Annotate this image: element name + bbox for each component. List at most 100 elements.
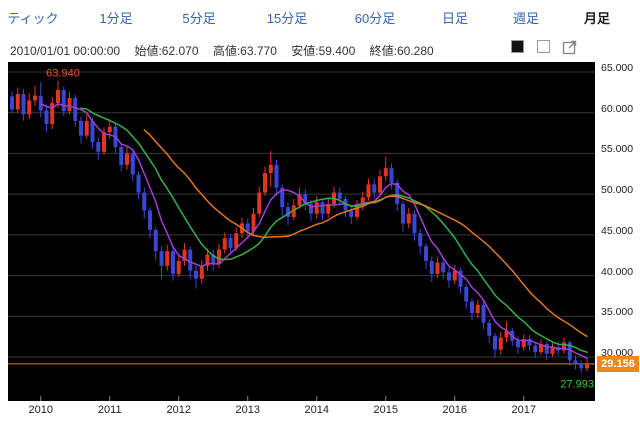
candle-body — [27, 100, 32, 115]
x-axis-label: 2012 — [166, 404, 191, 416]
candle-body — [429, 260, 434, 274]
candle-body — [142, 192, 147, 211]
candle-body — [573, 360, 578, 364]
tab-15min[interactable]: 15分足 — [266, 11, 308, 26]
y-axis-label: 55.000 — [601, 143, 634, 156]
candle-body — [297, 194, 302, 206]
candle-body — [21, 93, 26, 115]
candle-body — [516, 340, 520, 348]
tab-daily[interactable]: 日足 — [441, 11, 469, 26]
candle-body — [263, 172, 267, 193]
candle-body — [286, 207, 290, 217]
timeframe-tabbar: ティック 1分足 5分足 15分足 60分足 日足 週足 月足 — [0, 6, 640, 28]
candle-body — [309, 203, 313, 214]
candle-body — [337, 192, 342, 200]
candle-body — [579, 363, 584, 369]
x-axis-label: 2016 — [442, 404, 467, 416]
candle-body — [251, 213, 256, 232]
chart-canvas: 63.940 27.993 — [8, 68, 595, 401]
candlestick-chart[interactable]: 63.940 27.993 — [8, 62, 595, 401]
x-axis-label: 2015 — [373, 404, 398, 416]
tab-60min[interactable]: 60分足 — [354, 11, 396, 26]
candle-body — [107, 126, 112, 133]
candle-body — [314, 202, 319, 214]
highest-price-label: 63.940 — [46, 68, 80, 80]
y-axis-label: 45.000 — [601, 224, 634, 237]
candle-body — [228, 238, 233, 248]
candle-body — [406, 213, 411, 224]
candle-body — [102, 132, 106, 152]
candle-body — [38, 95, 43, 111]
tab-weekly[interactable]: 週足 — [512, 11, 540, 26]
ma-short-line — [40, 103, 588, 359]
candle-body — [401, 203, 405, 224]
candle-body — [424, 246, 428, 261]
tab-5min[interactable]: 5分足 — [182, 11, 216, 26]
candle-body — [280, 187, 285, 208]
candle-body — [96, 142, 101, 152]
candle-body — [349, 210, 354, 217]
candle-body — [320, 202, 325, 214]
candle-body — [234, 233, 239, 248]
candle-body — [84, 120, 89, 136]
y-axis-label: 60.000 — [601, 102, 634, 115]
candle-body — [435, 262, 440, 274]
candle-body — [521, 339, 526, 348]
candle-body — [119, 146, 124, 165]
candle-body — [217, 249, 221, 265]
candle-body — [527, 339, 532, 346]
candle-body — [44, 110, 49, 125]
candle-body — [148, 210, 152, 230]
candle-body — [10, 96, 14, 110]
x-axis-label: 2017 — [511, 404, 536, 416]
ma-long-line — [143, 129, 588, 338]
candle-body — [73, 98, 78, 121]
candle-body — [585, 363, 589, 369]
candle-body — [470, 301, 474, 314]
tab-1min[interactable]: 1分足 — [99, 11, 133, 26]
candle-body — [205, 254, 210, 266]
candle-body — [372, 184, 377, 193]
white-theme-button[interactable] — [537, 40, 550, 53]
candle-body — [464, 286, 469, 302]
candle-body — [90, 120, 95, 143]
tab-tick[interactable]: ティック — [7, 11, 59, 26]
ma-mid-line — [80, 107, 588, 353]
black-theme-button[interactable] — [511, 40, 524, 53]
high-value: 高値:63.770 — [212, 44, 277, 58]
open-new-window-button[interactable] — [562, 39, 578, 55]
candle-body — [15, 93, 20, 110]
candle-body — [188, 249, 193, 271]
candle-body — [550, 347, 555, 354]
candle-body — [458, 270, 463, 287]
candle-body — [165, 251, 170, 266]
candle-body — [562, 342, 566, 351]
candle-body — [130, 153, 135, 175]
x-axis-label: 2013 — [235, 404, 260, 416]
candle-body — [257, 192, 262, 214]
candle-body — [481, 304, 486, 323]
close-value: 終値:60.280 — [369, 44, 434, 58]
candle-body — [544, 343, 549, 354]
candle-body — [153, 229, 158, 252]
open-value: 始値:62.070 — [134, 44, 199, 58]
candle-body — [56, 89, 60, 103]
candle-body — [171, 251, 175, 274]
candle-body — [303, 194, 308, 204]
ohlc-info-bar: 2010/01/01 00:00:00 始値:62.070 高値:63.770 … — [10, 42, 445, 59]
tab-monthly[interactable]: 月足 — [583, 11, 611, 26]
candle-body — [452, 270, 457, 281]
x-axis-label: 2010 — [28, 404, 53, 416]
candle-body — [498, 337, 503, 350]
candle-body — [268, 164, 273, 173]
candle-body — [33, 95, 37, 101]
candle-body — [493, 335, 497, 350]
candles-layer — [10, 80, 589, 374]
x-axis-label: 2014 — [304, 404, 329, 416]
candle-body — [539, 343, 543, 353]
last-price-badge: 29.156 — [597, 355, 639, 372]
candle-body — [67, 98, 72, 112]
candle-body — [383, 168, 388, 177]
candle-body — [182, 249, 187, 261]
